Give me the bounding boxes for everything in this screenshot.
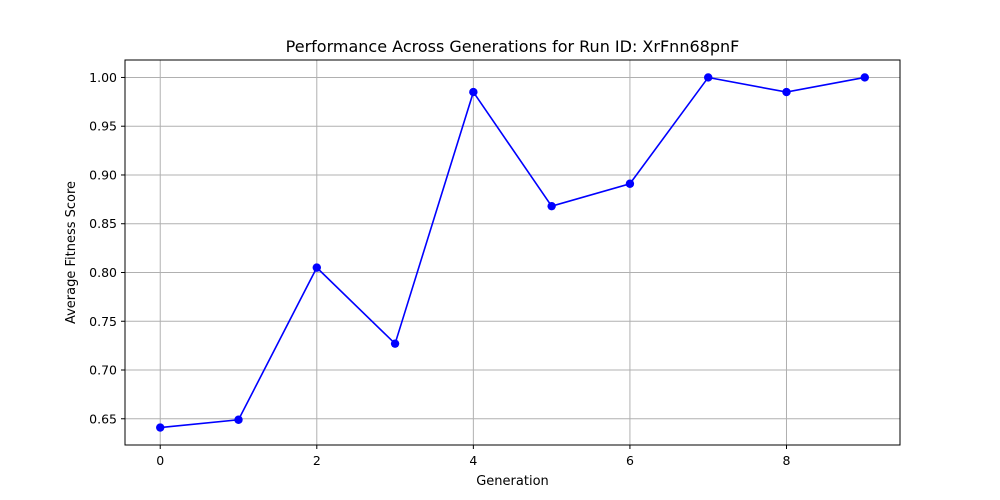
y-axis-label: Average Fitness Score — [64, 181, 79, 324]
axes-frame — [124, 59, 901, 446]
data-point — [625, 179, 635, 188]
x-tick-label: 4 — [469, 453, 477, 468]
x-tick-label: 8 — [783, 453, 791, 468]
data-point — [860, 73, 869, 82]
data-point — [469, 87, 478, 97]
x-tick-label: 2 — [313, 453, 321, 468]
y-tick-label: 0.65 — [89, 411, 117, 426]
y-tick-label: 0.95 — [89, 119, 117, 134]
data-point — [547, 201, 556, 211]
x-tick-label: 6 — [626, 453, 634, 468]
data-point — [234, 415, 243, 424]
y-tick-label: 0.90 — [89, 167, 117, 182]
y-tick-label: 0.75 — [89, 314, 117, 329]
series-layer — [156, 73, 869, 432]
grid — [125, 60, 900, 445]
chart-title: Performance Across Generations for Run I… — [286, 37, 740, 56]
y-tick-label: 0.80 — [89, 265, 117, 280]
ticks: 0 2 4 6 8 0.65 0.70 0.75 0.80 0.85 0.90 0.95 1.00 — [89, 70, 790, 468]
data-point — [156, 423, 165, 432]
data-point — [704, 73, 713, 82]
x-axis-label: Generation — [476, 474, 549, 489]
data-point — [390, 339, 400, 348]
y-tick-label: 0.85 — [89, 216, 117, 231]
y-tick-label: 0.70 — [89, 363, 117, 378]
y-tick-label: 1.00 — [89, 70, 117, 85]
data-point — [782, 87, 791, 97]
x-tick-label: 0 — [156, 453, 164, 468]
series-line — [160, 76, 865, 429]
data-point — [312, 263, 321, 272]
